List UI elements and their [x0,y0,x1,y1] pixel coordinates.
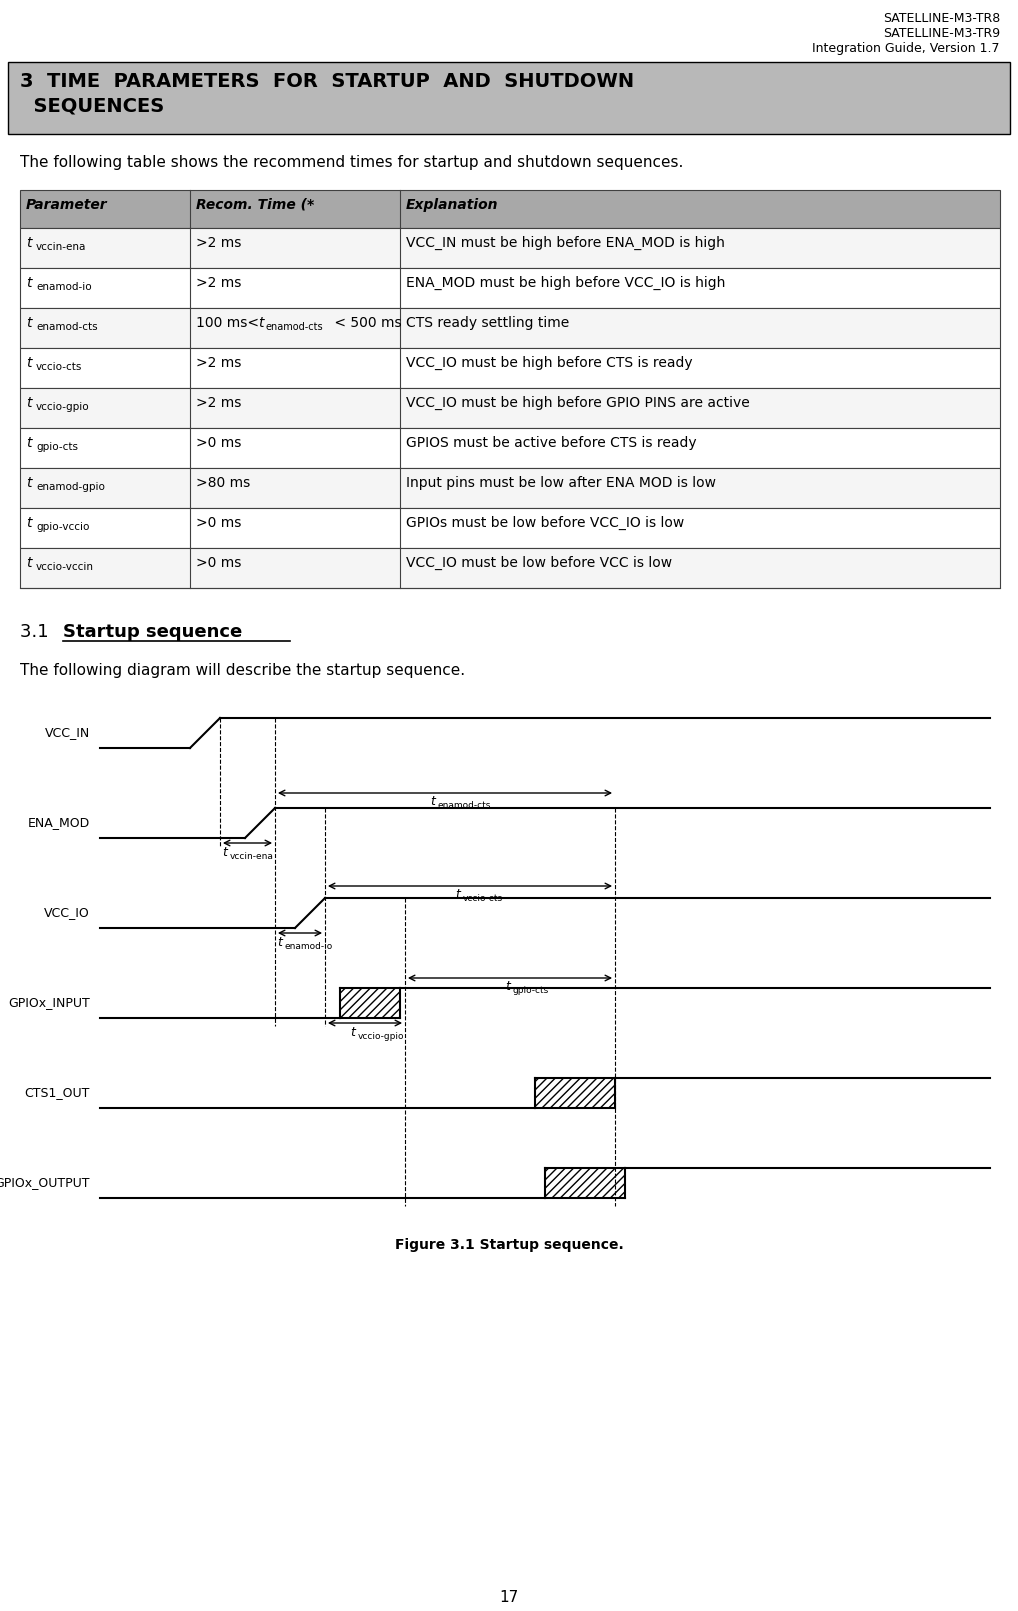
FancyBboxPatch shape [20,548,1000,588]
Text: t: t [26,356,32,371]
Text: t: t [26,556,32,570]
Text: t: t [26,516,32,530]
Text: t: t [350,1026,355,1039]
Text: Startup sequence: Startup sequence [63,623,242,641]
Text: Parameter: Parameter [26,198,108,213]
Text: t: t [455,888,460,901]
Text: VCC_IO must be high before GPIO PINS are active: VCC_IO must be high before GPIO PINS are… [406,396,749,411]
Text: Explanation: Explanation [406,198,499,213]
Text: >80 ms: >80 ms [196,475,250,490]
Text: 3.1: 3.1 [20,623,60,641]
Text: vccio-vccin: vccio-vccin [36,562,94,572]
Text: gpio-vccio: gpio-vccio [36,522,90,532]
Bar [535,1078,615,1108]
Text: gpio-cts: gpio-cts [513,986,550,996]
Text: vccin-ena: vccin-ena [36,242,87,251]
Text: enamod-gpio: enamod-gpio [36,482,105,491]
Text: t: t [26,235,32,250]
FancyBboxPatch shape [20,308,1000,348]
Text: 100 ms<: 100 ms< [196,316,259,330]
Text: CTS1_OUT: CTS1_OUT [24,1086,90,1099]
Text: Recom. Time (*: Recom. Time (* [196,198,315,213]
Text: GPIOs must be low before VCC_IO is low: GPIOs must be low before VCC_IO is low [406,516,684,530]
FancyBboxPatch shape [20,267,1000,308]
Text: t: t [26,437,32,449]
Text: Input pins must be low after ENA MOD is low: Input pins must be low after ENA MOD is … [406,475,716,490]
Text: >0 ms: >0 ms [196,516,241,530]
FancyBboxPatch shape [20,429,1000,469]
Text: >0 ms: >0 ms [196,556,241,570]
Text: enamod-cts: enamod-cts [438,801,492,810]
FancyBboxPatch shape [20,388,1000,429]
Text: Figure 3.1 Startup sequence.: Figure 3.1 Startup sequence. [395,1237,623,1252]
Text: GPIOx_OUTPUT: GPIOx_OUTPUT [0,1176,90,1189]
Text: 3  TIME  PARAMETERS  FOR  STARTUP  AND  SHUTDOWN: 3 TIME PARAMETERS FOR STARTUP AND SHUTDO… [20,72,634,90]
Text: < 500 ms: < 500 ms [330,316,402,330]
Text: SEQUENCES: SEQUENCES [20,97,164,116]
Text: The following diagram will describe the startup sequence.: The following diagram will describe the … [20,664,465,678]
Text: GPIOx_INPUT: GPIOx_INPUT [8,997,90,1010]
Text: enamod-io: enamod-io [285,942,333,950]
Text: t: t [505,979,510,992]
Text: t: t [222,846,227,859]
FancyBboxPatch shape [20,348,1000,388]
Text: >0 ms: >0 ms [196,437,241,449]
Text: Integration Guide, Version 1.7: Integration Guide, Version 1.7 [812,42,1000,55]
Text: vccio-cts: vccio-cts [36,362,82,372]
Text: The following table shows the recommend times for startup and shutdown sequences: The following table shows the recommend … [20,155,683,171]
Bar [545,1168,625,1199]
Text: >2 ms: >2 ms [196,356,241,371]
Text: t: t [26,475,32,490]
Text: t: t [26,396,32,411]
Text: VCC_IN must be high before ENA_MOD is high: VCC_IN must be high before ENA_MOD is hi… [406,235,725,250]
Text: GPIOS must be active before CTS is ready: GPIOS must be active before CTS is ready [406,437,696,449]
Text: t: t [26,275,32,290]
Text: ENA_MOD: ENA_MOD [27,817,90,830]
FancyBboxPatch shape [20,190,1000,229]
Text: >2 ms: >2 ms [196,396,241,411]
FancyBboxPatch shape [20,229,1000,267]
Text: SATELLINE-M3-TR9: SATELLINE-M3-TR9 [883,27,1000,40]
Text: gpio-cts: gpio-cts [36,441,78,453]
Text: vccio-gpio: vccio-gpio [358,1033,404,1041]
Text: t: t [26,316,32,330]
Bar [340,988,400,1018]
Text: t: t [430,794,435,809]
Text: CTS ready settling time: CTS ready settling time [406,316,569,330]
FancyBboxPatch shape [8,61,1010,134]
Text: VCC_IO must be high before CTS is ready: VCC_IO must be high before CTS is ready [406,356,692,371]
Text: >2 ms: >2 ms [196,235,241,250]
Text: t: t [277,936,282,949]
Text: >2 ms: >2 ms [196,275,241,290]
Text: t: t [258,316,264,330]
Text: enamod-io: enamod-io [36,282,92,292]
Text: enamod-cts: enamod-cts [266,322,324,332]
FancyBboxPatch shape [20,507,1000,548]
Text: 17: 17 [500,1590,518,1605]
Text: VCC_IO must be low before VCC is low: VCC_IO must be low before VCC is low [406,556,672,570]
FancyBboxPatch shape [20,469,1000,507]
Text: vccin-ena: vccin-ena [230,852,274,860]
Text: ENA_MOD must be high before VCC_IO is high: ENA_MOD must be high before VCC_IO is hi… [406,275,726,290]
Text: enamod-cts: enamod-cts [36,322,98,332]
Text: SATELLINE-M3-TR8: SATELLINE-M3-TR8 [883,11,1000,26]
Text: VCC_IO: VCC_IO [44,907,90,920]
Text: vccio-cts: vccio-cts [463,894,503,904]
Text: vccio-gpio: vccio-gpio [36,403,90,412]
Text: VCC_IN: VCC_IN [45,727,90,739]
